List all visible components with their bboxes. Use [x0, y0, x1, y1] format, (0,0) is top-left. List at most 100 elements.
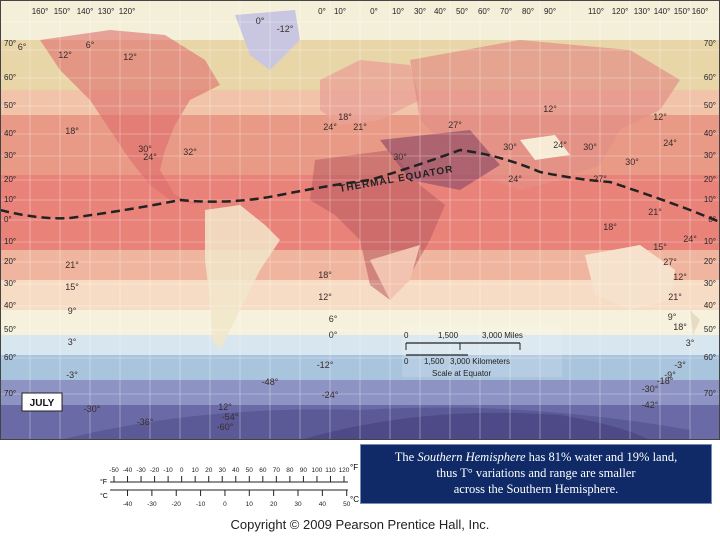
latitude-label-left: 50°	[4, 101, 16, 110]
latitude-label-left: 20°	[4, 175, 16, 184]
latitude-label-right: 50°	[704, 325, 716, 334]
isotherm-label: 12°	[58, 50, 72, 60]
fahrenheit-tick-label: 110	[325, 467, 336, 474]
longitude-label: 140°	[77, 7, 94, 16]
isotherm-label: 18°	[673, 322, 687, 332]
longitude-label: 110°	[588, 7, 604, 16]
scale-caption: Scale at Equator	[432, 369, 491, 378]
isotherm-label: 6°	[329, 314, 338, 324]
fahrenheit-tick-label: -50	[109, 467, 119, 474]
longitude-label: 60°	[478, 7, 490, 16]
latitude-label-right: 60°	[704, 353, 716, 362]
longitude-label: 80°	[522, 7, 534, 16]
isotherm-label: 12°	[543, 104, 557, 114]
isotherm-label: 3°	[68, 337, 77, 347]
isotherm-label: 12°	[318, 292, 332, 302]
fahrenheit-tick-label: 0	[180, 467, 184, 474]
longitude-label: 140°	[654, 7, 671, 16]
isotherm-label: 18°	[65, 126, 79, 136]
caption-emphasis: Southern Hemisphere	[417, 450, 526, 464]
latitude-label-right: 30°	[704, 279, 716, 288]
isotherm-label: 18°	[603, 222, 617, 232]
isotherm-label: -9°	[664, 370, 676, 380]
isotherm-label: -3°	[674, 360, 686, 370]
isotherm-label: 18°	[338, 112, 352, 122]
latitude-label-left: 10°	[4, 237, 16, 246]
celsius-tick-label: -30	[147, 501, 157, 508]
celsius-tick-label: -40	[123, 501, 133, 508]
north-america	[40, 30, 220, 205]
latitude-label-left: 0°	[4, 215, 12, 224]
isotherm-label: -24°	[322, 390, 339, 400]
fahrenheit-unit: °F	[350, 463, 358, 472]
isotherm-label: 24°	[553, 140, 567, 150]
isotherm-label: -12°	[317, 360, 334, 370]
fahrenheit-tick-label: -40	[123, 467, 133, 474]
isotherm-label: 24°	[323, 122, 337, 132]
latitude-label-left: 50°	[4, 325, 16, 334]
latitude-label-right: 20°	[704, 175, 716, 184]
latitude-label-left: 30°	[4, 151, 16, 160]
latitude-label-right: 70°	[704, 389, 716, 398]
isotherm-label: 32°	[183, 147, 197, 157]
longitude-label: 130°	[634, 7, 651, 16]
isotherm-label: 21°	[65, 260, 79, 270]
isotherm-label: 21°	[668, 292, 682, 302]
longitude-label: 90°	[544, 7, 556, 16]
fahrenheit-tick-label: 30	[219, 467, 227, 474]
temperature-conversion-scale: -50 -40 -30 -20 -10 0 10 20 30 40 50 60 70 80 90 100 110…	[100, 458, 360, 514]
map-scale: 0 1,500 3,000 Miles 0 1,500 3,000 Kilome…	[402, 325, 562, 378]
isotherm-label: 21°	[648, 207, 662, 217]
copyright-notice: Copyright © 2009 Pearson Prentice Hall, …	[230, 517, 490, 532]
isotherm-label: 12°	[673, 272, 687, 282]
isotherm-label: 3°	[686, 338, 695, 348]
caption-line-3: across the Southern Hemisphere.	[453, 482, 619, 496]
south-america	[205, 205, 280, 350]
latitude-label-left: 40°	[4, 129, 16, 138]
isotherm-label: -30°	[642, 384, 659, 394]
isotherm-label: 9°	[668, 312, 677, 322]
isotherm-label: 9°	[68, 306, 77, 316]
fahrenheit-tick-label: 100	[312, 467, 323, 474]
isotherm-label: -36°	[137, 417, 154, 427]
longitude-label: 0°	[370, 7, 378, 16]
fahrenheit-tick-label: 120	[339, 467, 350, 474]
isotherm-label: 27°	[448, 120, 462, 130]
isotherm-label: 30°	[583, 142, 597, 152]
isotherm-label: 6°	[18, 42, 27, 52]
scale-km-0: 0	[404, 357, 409, 366]
isotherm-label: -30°	[84, 404, 101, 414]
latitude-label-right: 50°	[704, 101, 716, 110]
celsius-tick-label: 30	[294, 501, 302, 508]
latitude-label-right: 0°	[708, 215, 716, 224]
longitude-label: 40°	[434, 7, 446, 16]
fahrenheit-unit-left: °F	[100, 478, 107, 486]
isotherm-label: 12°	[218, 402, 232, 412]
isotherm-label: 15°	[653, 242, 667, 252]
latitude-label-left: 40°	[4, 301, 16, 310]
isotherm-label: 12°	[653, 112, 667, 122]
longitude-label: 70°	[500, 7, 512, 16]
longitude-label: 50°	[456, 7, 468, 16]
latitude-label-left: 70°	[4, 389, 16, 398]
isotherm-label: 18°	[318, 270, 332, 280]
longitude-labels: 160° 150° 140° 130° 120° 0° 10° 0° 10° 30° 40° 50° 6…	[32, 7, 709, 16]
middle-east-hot	[380, 130, 500, 190]
isotherm-label: -60°	[217, 422, 234, 432]
isotherm-label: 0°	[329, 330, 338, 340]
latitude-labels-right: 70° 60° 50° 40° 30° 20° 10° 0° 10° 20° 30° 40° 50° 60…	[704, 39, 716, 398]
longitude-label: 120°	[119, 7, 136, 16]
isotherm-label: -3°	[66, 370, 78, 380]
isotherm-label: 12°	[123, 52, 137, 62]
isotherm-label: 24°	[683, 234, 697, 244]
latitude-label-right: 10°	[704, 195, 716, 204]
latitude-label-left: 60°	[4, 353, 16, 362]
isotherm-label: -12°	[277, 24, 294, 34]
isotherm-labels: -12°0°6°12° 12°18°24°30° 32° 30°30°24°18°12…	[18, 16, 698, 432]
caption-line-2: thus T° variations and range are smaller	[436, 466, 636, 480]
latitude-label-right: 10°	[704, 237, 716, 246]
latitude-label-right: 40°	[704, 301, 716, 310]
celsius-tick-label: 10	[246, 501, 254, 508]
longitude-label: 0°	[318, 7, 326, 16]
month-label-box	[21, 392, 63, 412]
